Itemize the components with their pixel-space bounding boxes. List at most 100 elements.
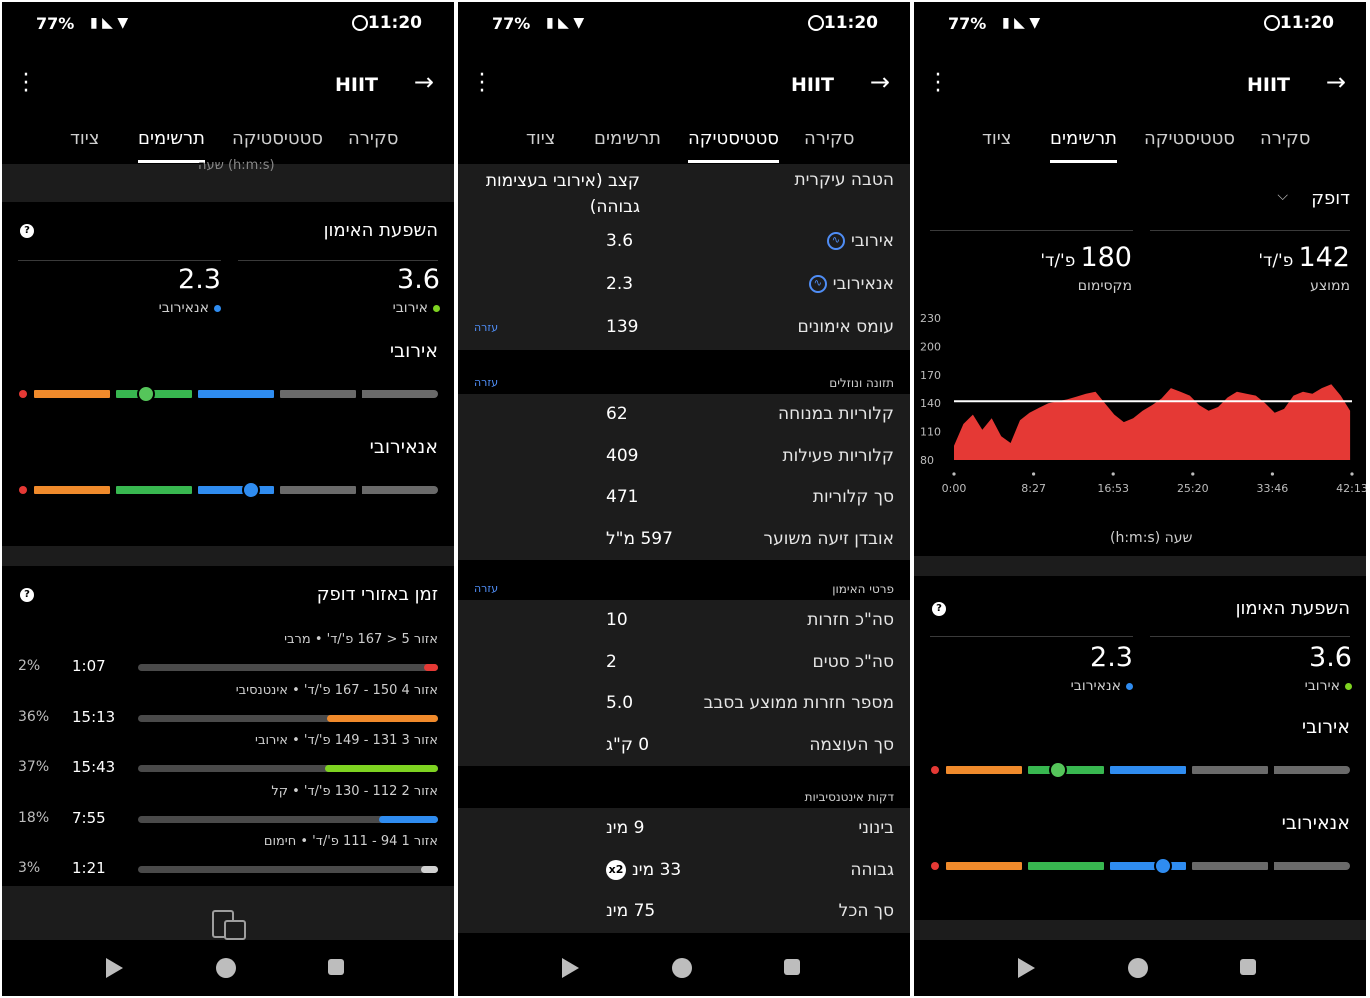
zone-bar [138, 664, 438, 671]
tab-overview[interactable]: סקירה [348, 128, 399, 149]
back-arrow-icon[interactable]: → [413, 68, 434, 96]
x-tick-label: 8:27 [1021, 482, 1046, 495]
stat-row: סה"כ סטים 2 [458, 641, 910, 683]
stat-label: סה"כ חזרות [807, 610, 894, 630]
help-icon[interactable]: ? [20, 588, 34, 602]
help-link[interactable]: עזרה [474, 582, 499, 595]
training-effect-title: השפעת האימון [1235, 598, 1350, 619]
stat-row: עומס אימונים 139 עזרה [458, 307, 910, 350]
aerobic-bar-title: אירובי [1301, 716, 1350, 738]
nav-home-icon[interactable] [216, 958, 236, 978]
hr-metric-dropdown[interactable]: דופק ⌵ [1277, 188, 1350, 209]
avg-hr: 142 פ'/ד' [1258, 242, 1350, 273]
x-tick-label: 42:13 [1336, 482, 1366, 495]
x-tick-mark [1270, 472, 1274, 476]
app-bar: · · · HIIT → [914, 58, 1366, 114]
more-menu-icon[interactable]: · · · [22, 63, 30, 104]
zone-bar-fill [378, 815, 438, 823]
heart-rate-screen: 77% ▮ ◣ ▼ 11:20 · · · HIIT → ציוד תרשימים … [914, 2, 1366, 996]
app-bar: · · · HIIT → [2, 58, 454, 114]
back-arrow-icon[interactable]: → [1325, 68, 1346, 96]
stat-label: אירובי∿ [826, 231, 894, 251]
anaerobic-value: 2.3 [1090, 642, 1133, 673]
zone-percent: 3% [18, 860, 41, 876]
anaerobic-marker [242, 481, 260, 499]
heart-wave-icon: ∿ [826, 232, 845, 250]
stat-label: אובדן זיעה משוער [763, 528, 894, 549]
more-menu-icon[interactable]: · · · [934, 63, 942, 104]
zone-label: אזור 2 112 - 130 פ'/ד' • קל [271, 783, 438, 799]
clock: 11:20 [1279, 13, 1334, 33]
aerobic-marker [137, 385, 155, 403]
help-icon[interactable]: ? [20, 224, 34, 238]
stat-label: סך הכל [838, 901, 894, 921]
aerobic-value: 3.6 [1309, 642, 1352, 673]
anaerobic-bar-title: אנאירובי [1281, 812, 1350, 834]
stat-row: אירובי∿ 3.6 [458, 221, 910, 264]
help-link[interactable]: עזרה [474, 321, 499, 334]
aerobic-value: 3.6 [397, 264, 440, 295]
charts-screen: 77% ▮ ◣ ▼ 11:20 · · · HIIT → ציוד תרשימים … [2, 2, 454, 996]
zone-time: 7:55 [72, 808, 106, 827]
tab-overview[interactable]: סקירה [804, 128, 855, 149]
y-tick-label: 80 [920, 454, 934, 467]
training-effect-card: ? השפעת האימון 3.6 אירובי 2.3 אנאירובי א… [2, 202, 454, 546]
chart-axis-caption-cut: שעה (h:m:s) [198, 158, 275, 173]
stat-label: סה"כ סטים [812, 651, 895, 672]
signal-wifi-icon: ▮ ◣ ▼ [1002, 15, 1041, 31]
nav-recents-icon[interactable] [328, 959, 344, 975]
stat-row: קלוריות במנוחה 62 [458, 394, 910, 436]
stat-value: 139 [606, 317, 639, 337]
nav-recents-icon[interactable] [784, 959, 800, 975]
stat-value: 597 מ"ל [606, 528, 673, 549]
whatsapp-icon [808, 15, 824, 31]
whatsapp-icon [1264, 15, 1280, 31]
back-arrow-icon[interactable]: → [869, 68, 890, 96]
tab-gear[interactable]: ציוד [526, 128, 556, 149]
nav-back-icon[interactable] [106, 958, 123, 978]
stat-value: 62 [606, 404, 628, 424]
stat-row: בינוני 9 מינ [458, 808, 910, 850]
y-tick-label: 170 [920, 369, 941, 382]
aerobic-marker [1049, 761, 1067, 779]
more-menu-icon[interactable]: · · · [478, 63, 486, 104]
help-icon[interactable]: ? [932, 602, 946, 616]
nav-back-icon[interactable] [562, 958, 579, 978]
system-nav-bar [2, 940, 454, 996]
y-tick-label: 110 [920, 426, 941, 439]
stat-value: 5.0 [606, 693, 634, 713]
avg-hr-label: ממוצע [1310, 278, 1350, 294]
hr-zones-title: זמן באזורי דופק [316, 584, 438, 605]
tab-statistics[interactable]: סטטיסטיקה [688, 128, 779, 163]
stat-row: אובדן זיעה משוער 597 מ"ל [458, 518, 910, 560]
status-bar: 77% ▮ ◣ ▼ 11:20 [458, 2, 910, 46]
stat-label: מספר חזרות ממוצע בסבב [703, 693, 894, 713]
tab-statistics[interactable]: סטטיסטיקה [1144, 128, 1235, 149]
tab-statistics[interactable]: סטטיסטיקה [232, 128, 323, 149]
statistics-screen: 77% ▮ ◣ ▼ 11:20 · · · HIIT → ציוד תרשימים … [458, 2, 910, 996]
stat-row: אנאירובי∿ 2.3 [458, 264, 910, 307]
nav-recents-icon[interactable] [1240, 959, 1256, 975]
tab-gear[interactable]: ציוד [70, 128, 100, 149]
nav-home-icon[interactable] [1128, 958, 1148, 978]
x-tick-label: 33:46 [1257, 482, 1289, 495]
tab-gear[interactable]: ציוד [982, 128, 1012, 149]
nav-home-icon[interactable] [672, 958, 692, 978]
zone-time: 15:43 [72, 758, 116, 776]
x-tick-mark [1350, 472, 1354, 476]
tab-charts[interactable]: תרשימים [594, 128, 661, 149]
help-link[interactable]: עזרה [474, 376, 499, 389]
tab-overview[interactable]: סקירה [1260, 128, 1311, 149]
aerobic-bar-title: אירובי [389, 340, 438, 362]
tab-charts[interactable]: תרשימים [138, 128, 205, 163]
stat-value: 0 ק"ג [606, 734, 650, 755]
zone-time: 15:13 [72, 707, 116, 726]
training-effect-card: ? השפעת האימון 3.6 אירובי 2.3 אנאירובי א… [914, 576, 1366, 920]
zone-label: אזור 5 < 167 פ'/ד' • מרבי [284, 632, 438, 647]
hr-zones-card: ? זמן באזורי דופק אזור 5 < 167 פ'/ד' • מ… [2, 566, 454, 886]
x-tick-mark [1111, 472, 1115, 476]
heart-wave-icon: ∿ [808, 275, 827, 293]
hr-area-series [954, 384, 1351, 460]
tab-charts[interactable]: תרשימים [1050, 128, 1117, 163]
nav-back-icon[interactable] [1018, 958, 1035, 978]
